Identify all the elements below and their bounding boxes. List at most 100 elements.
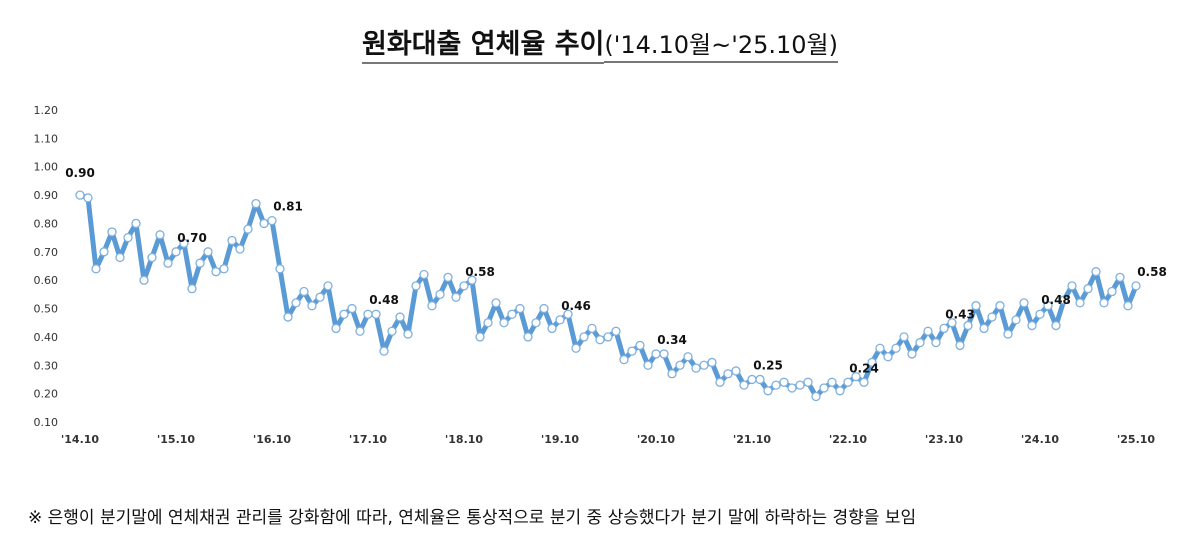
title-main: 원화대출 연체율 추이 [362, 29, 605, 64]
data-point [771, 380, 781, 390]
data-point [579, 332, 589, 342]
data-point [571, 343, 581, 353]
data-point [859, 377, 869, 387]
data-point [1043, 301, 1053, 311]
data-point [523, 332, 533, 342]
data-point [971, 301, 981, 311]
y-tick-label: 0.90 [34, 189, 59, 202]
data-point [203, 247, 213, 257]
y-tick-label: 0.80 [34, 217, 59, 230]
series-line [79, 192, 1139, 399]
data-label: 0.58 [465, 265, 495, 279]
data-point [235, 244, 245, 254]
data-point [363, 309, 373, 319]
data-point [75, 190, 85, 200]
data-point [739, 380, 749, 390]
data-point [379, 346, 389, 356]
data-point [163, 258, 173, 268]
data-point [115, 252, 125, 263]
data-point [275, 264, 285, 274]
data-point [1099, 298, 1109, 308]
data-point [963, 320, 973, 331]
data-point [827, 377, 837, 387]
y-tick-label: 1.00 [34, 161, 59, 174]
data-point [675, 360, 685, 370]
data-point [267, 215, 277, 226]
data-point [835, 386, 845, 396]
y-tick-label: 0.40 [34, 331, 59, 344]
chart-title: 원화대출 연체율 추이('14.10월~'25.10월) [0, 22, 1200, 64]
data-point [1027, 320, 1037, 331]
data-point [923, 326, 933, 336]
y-tick-label: 0.70 [34, 246, 59, 259]
data-point [563, 309, 573, 319]
data-point [371, 309, 381, 319]
data-point [411, 281, 421, 291]
data-point [323, 281, 333, 291]
x-tick-label: '15.10 [157, 433, 196, 446]
data-point [395, 312, 405, 322]
data-point [995, 301, 1005, 311]
data-label: 0.81 [273, 200, 303, 214]
data-point [315, 292, 325, 302]
data-point [299, 286, 309, 297]
data-point [1131, 281, 1141, 291]
data-point [155, 230, 165, 240]
data-point [1107, 286, 1117, 297]
data-point [683, 352, 693, 362]
data-point [531, 318, 541, 328]
data-point [219, 264, 229, 274]
data-point [123, 232, 133, 243]
data-point [931, 337, 941, 348]
data-point [547, 323, 557, 334]
data-point [339, 309, 349, 319]
data-point [1075, 298, 1085, 308]
data-point [635, 340, 645, 351]
data-point [427, 301, 437, 311]
data-point [171, 247, 181, 257]
data-point [659, 349, 669, 359]
data-point [883, 352, 893, 362]
data-point [179, 238, 189, 248]
data-point [843, 377, 853, 387]
data-point [603, 332, 613, 342]
data-point [643, 360, 653, 370]
data-point [819, 383, 829, 393]
x-tick-label: '22.10 [829, 433, 868, 446]
y-tick-label: 0.20 [34, 388, 59, 401]
y-axis: 0.10 0.20 0.30 0.40 0.50 0.60 0.70 0.80 0.90 1.00… [34, 104, 59, 429]
data-label: 0.90 [65, 166, 95, 180]
data-point [811, 391, 821, 402]
data-point [915, 337, 925, 348]
data-point [507, 309, 517, 319]
x-tick-label: '25.10 [1117, 433, 1156, 446]
data-point [875, 343, 885, 353]
data-point [211, 267, 221, 277]
data-point [1067, 281, 1077, 291]
x-tick-label: '17.10 [349, 433, 388, 446]
x-tick-label: '20.10 [637, 433, 676, 446]
data-point [787, 383, 797, 393]
data-point [243, 224, 253, 234]
data-point [331, 323, 341, 334]
data-label: 0.58 [1137, 265, 1167, 279]
data-point [387, 326, 397, 336]
data-point [939, 323, 949, 334]
data-point [947, 318, 957, 328]
data-point [867, 357, 877, 368]
data-point [795, 380, 805, 390]
data-label: 0.48 [369, 293, 399, 307]
data-label: 0.43 [945, 307, 975, 321]
data-point [419, 269, 429, 280]
x-tick-label: '14.10 [61, 433, 100, 446]
data-point [227, 235, 237, 246]
data-point [907, 349, 917, 359]
data-label: 0.34 [657, 333, 687, 347]
data-point [307, 301, 317, 311]
data-label: 0.24 [849, 361, 879, 375]
data-point [131, 218, 141, 229]
data-point [251, 198, 261, 209]
title-range: ('14.10월~'25.10월) [604, 31, 838, 63]
data-point [83, 193, 93, 203]
